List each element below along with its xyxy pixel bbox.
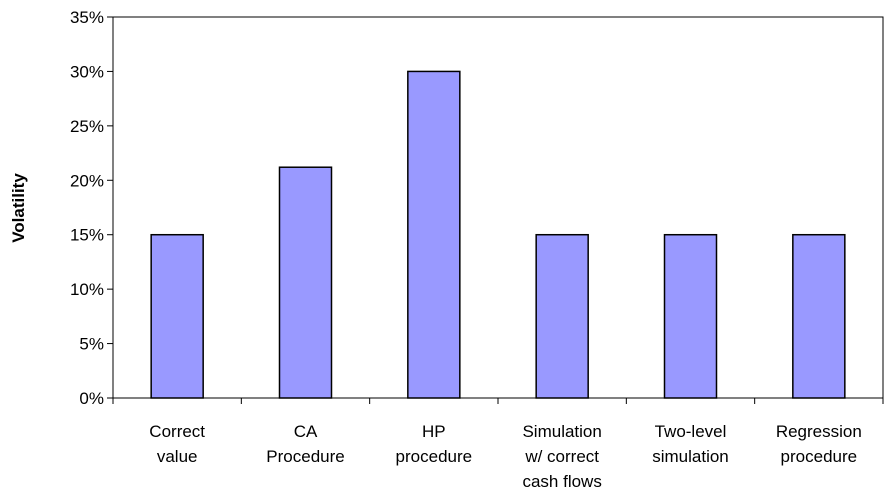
x-tick-label: Two-level simulation [652,422,729,466]
bar [407,70,461,399]
bar [278,166,333,399]
x-tick-label: CA Procedure [266,422,344,466]
bar [663,233,718,399]
y-tick-label: 30% [70,62,104,81]
y-tick-label: 10% [70,280,104,299]
bar [150,233,204,399]
y-tick-label: 5% [79,335,104,354]
x-tick-label: HP procedure [396,422,473,466]
y-tick-label: 20% [70,171,104,190]
y-axis-label: Volatility [9,173,28,243]
x-tick-label: Correct value [149,422,205,466]
bar [792,233,846,399]
x-tick-label: Simulation w/ correct cash flows [522,422,601,491]
y-tick-label: 15% [70,226,104,245]
x-tick-label: Regression procedure [776,422,862,466]
y-tick-label: 25% [70,117,104,136]
y-tick-label: 0% [79,389,104,408]
bar [535,233,589,399]
plot-frame [112,16,884,398]
y-tick-label: 35% [70,8,104,27]
